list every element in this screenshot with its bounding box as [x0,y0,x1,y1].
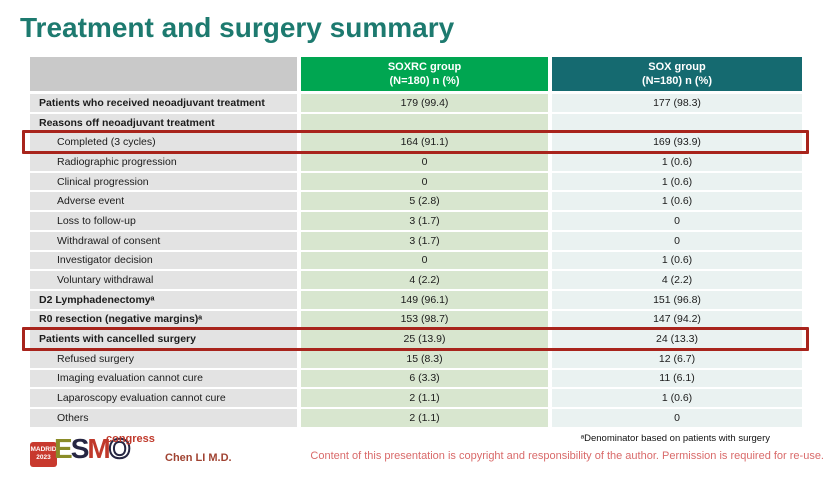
row-label: Withdrawal of consent [30,231,297,250]
soxrc-group-sub: (N=180) n (%) [389,75,460,87]
table-row-highlighted: Patients with cancelled surgery 25 (13.9… [22,327,809,351]
copyright-notice: Content of this presentation is copyrigh… [310,450,824,462]
table-row: R0 resection (negative margins)ᵃ 153 (98… [30,310,802,329]
sox-value: 24 (13.3) [552,330,802,348]
sox-value: 1 (0.6) [552,192,802,211]
table-row: Refused surgery 15 (8.3) 12 (6.7) [30,349,802,368]
esmo-letter: O [108,432,132,465]
sox-value: 1 (0.6) [552,172,802,191]
soxrc-value: 3 (1.7) [301,231,548,250]
row-label: Reasons off neoadjuvant treatment [30,113,297,132]
row-label: R0 resection (negative margins)ᵃ [30,310,297,329]
esmo-letter: M [87,433,110,464]
sox-value: 1 (0.6) [552,251,802,270]
page-title: Treatment and surgery summary [20,12,455,43]
soxrc-value: 4 (2.2) [301,271,548,289]
sox-value [552,113,802,132]
table-header-row: SOXRC group (N=180) n (%) SOX group (N=1… [30,57,802,91]
row-label: Voluntary withdrawal [30,271,297,289]
soxrc-value: 2 (1.1) [301,389,548,407]
table-body: Patients who received neoadjuvant treatm… [22,94,809,427]
table-row: Investigator decision 0 1 (0.6) [30,251,802,270]
soxrc-value [301,113,548,132]
table-row: Voluntary withdrawal 4 (2.2) 4 (2.2) [30,271,802,289]
row-label: Laparoscopy evaluation cannot cure [30,389,297,407]
row-label: Patients with cancelled surgery [30,330,297,348]
soxrc-value: 2 (1.1) [301,409,548,427]
summary-table: SOXRC group (N=180) n (%) SOX group (N=1… [22,57,809,427]
table-row: D2 Lymphadenectomyᵃ 149 (96.1) 151 (96.8… [30,290,802,309]
sox-value: 147 (94.2) [552,310,802,329]
sox-group-name: SOX group [648,60,706,73]
header-cell-soxrc-group: SOXRC group (N=180) n (%) [301,57,548,91]
row-label: Clinical progression [30,172,297,191]
row-label: D2 Lymphadenectomyᵃ [30,290,297,309]
row-label: Investigator decision [30,251,297,270]
row-label: Adverse event [30,192,297,211]
soxrc-value: 0 [301,153,548,171]
sox-value: 151 (96.8) [552,290,802,309]
sox-value: 1 (0.6) [552,153,802,171]
sox-value: 169 (93.9) [552,133,802,152]
soxrc-value: 0 [301,172,548,191]
table-footnote: ᵃDenominator based on patients with surg… [580,433,770,444]
row-label: Loss to follow-up [30,212,297,230]
row-label: Others [30,409,297,427]
table-row: Reasons off neoadjuvant treatment [30,113,802,132]
logo-venue: MADRID [30,446,57,453]
row-label: Imaging evaluation cannot cure [30,369,297,388]
soxrc-value: 25 (13.9) [301,330,548,348]
table-row: Adverse event 5 (2.8) 1 (0.6) [30,192,802,211]
sox-group-sub: (N=180) n (%) [642,75,712,87]
esmo-congress-logo: MADRID 2023 ESMO congress [30,432,180,473]
sox-value: 0 [552,409,802,427]
soxrc-value: 0 [301,251,548,270]
row-label: Radiographic progression [30,153,297,171]
table-row: Withdrawal of consent 3 (1.7) 0 [30,231,802,250]
sox-value: 0 [552,212,802,230]
sox-value: 1 (0.6) [552,389,802,407]
soxrc-value: 6 (3.3) [301,369,548,388]
table-row: Imaging evaluation cannot cure 6 (3.3) 1… [30,369,802,388]
soxrc-value: 15 (8.3) [301,349,548,368]
esmo-letter: S [70,433,90,464]
table-row: Others 2 (1.1) 0 [30,409,802,427]
soxrc-value: 3 (1.7) [301,212,548,230]
header-cell-empty [30,57,297,91]
table-row: Loss to follow-up 3 (1.7) 0 [30,212,802,230]
soxrc-value: 153 (98.7) [301,310,548,329]
sox-value: 11 (6.1) [552,369,802,388]
table-row-highlighted: Completed (3 cycles) 164 (91.1) 169 (93.… [22,130,809,154]
header-cell-sox-group: SOX group (N=180) n (%) [552,57,802,91]
sox-value: 12 (6.7) [552,349,802,368]
table-row: Laparoscopy evaluation cannot cure 2 (1.… [30,389,802,407]
soxrc-value: 164 (91.1) [301,133,548,152]
sox-value: 177 (98.3) [552,94,802,112]
esmo-wordmark: ESMO [54,432,132,465]
table-row: Radiographic progression 0 1 (0.6) [30,153,802,171]
congress-label: congress [106,433,155,445]
soxrc-value: 5 (2.8) [301,192,548,211]
soxrc-value: 149 (96.1) [301,290,548,309]
sox-value: 0 [552,231,802,250]
table-row: Patients who received neoadjuvant treatm… [30,94,802,112]
soxrc-value: 179 (99.4) [301,94,548,112]
row-label: Patients who received neoadjuvant treatm… [30,94,297,112]
soxrc-group-name: SOXRC group [387,60,462,73]
row-label: Completed (3 cycles) [30,133,297,152]
madrid-2023-badge: MADRID 2023 [30,442,57,467]
author-name: Chen LI M.D. [165,452,232,464]
sox-value: 4 (2.2) [552,271,802,289]
row-label: Refused surgery [30,349,297,368]
esmo-letter: E [54,433,73,464]
logo-year: 2023 [36,454,51,462]
table-row: Clinical progression 0 1 (0.6) [30,172,802,191]
